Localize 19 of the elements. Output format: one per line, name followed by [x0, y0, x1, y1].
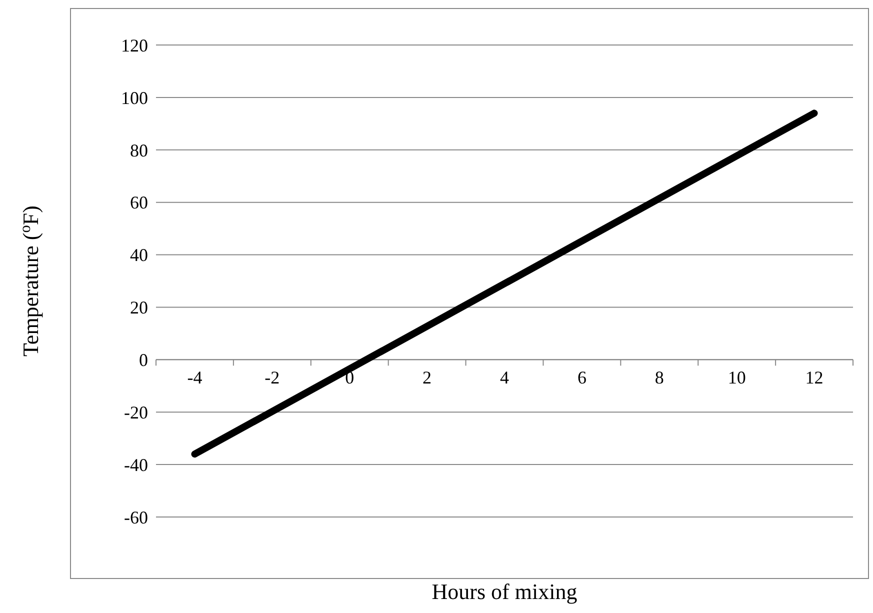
- x-tick-label: 6: [577, 368, 586, 388]
- y-tick-label: 80: [130, 140, 148, 160]
- x-tick-label: 2: [422, 368, 432, 388]
- x-tick-label: 12: [805, 368, 824, 388]
- y-tick-label: -20: [124, 402, 148, 422]
- y-tick-label: 0: [139, 350, 148, 370]
- x-tick-label: 8: [654, 368, 664, 388]
- x-tick-label: 10: [728, 368, 746, 388]
- y-tick-label: 100: [121, 88, 148, 108]
- y-tick-label: -60: [124, 507, 148, 528]
- x-tick-label: 4: [500, 368, 509, 388]
- y-tick-label: 120: [121, 35, 148, 56]
- y-tick-label: 40: [130, 245, 148, 266]
- y-tick-label: 20: [130, 298, 148, 318]
- x-tick-label: -2: [264, 368, 280, 388]
- y-tick-label: 60: [130, 192, 148, 213]
- y-tick-label: -40: [124, 454, 148, 475]
- x-tick-label: -4: [187, 368, 202, 388]
- x-axis-title: Hours of mixing: [432, 579, 578, 604]
